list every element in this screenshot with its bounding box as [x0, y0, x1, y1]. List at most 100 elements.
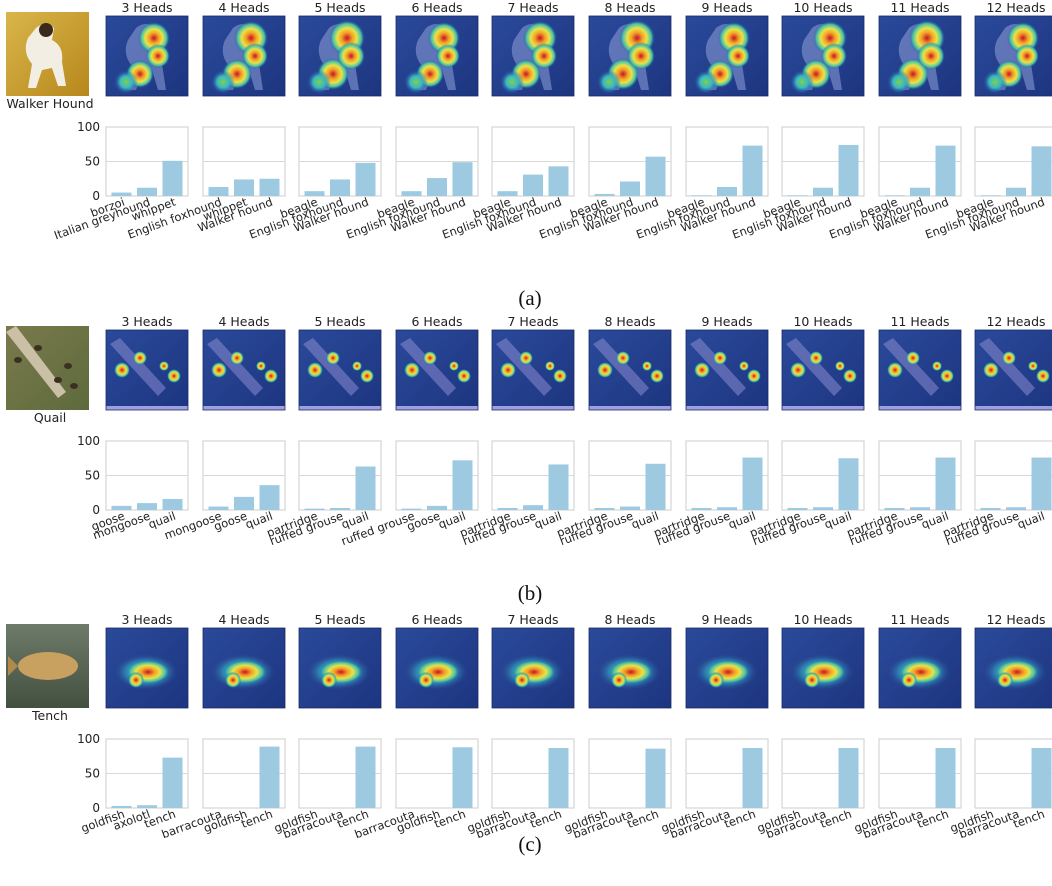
heat-spot: [983, 362, 999, 378]
bar: [111, 192, 132, 196]
heatmap-frame: [685, 627, 769, 709]
head-title: 6 Heads: [411, 0, 462, 15]
bar: [523, 505, 543, 510]
bar: [355, 746, 376, 808]
heat-spot: [739, 361, 749, 371]
heat-blob: [694, 70, 718, 94]
bar: [1031, 146, 1052, 196]
heat-blob: [597, 70, 621, 94]
dog-head: [39, 23, 53, 37]
heatmap-frame: [298, 627, 382, 709]
heat-spot: [326, 351, 340, 365]
heatmap-frame: [781, 627, 865, 709]
bar: [1031, 457, 1052, 510]
x-tick-label: quail: [1015, 509, 1046, 532]
head-title: 11 Heads: [890, 0, 949, 15]
heat-spot: [256, 361, 266, 371]
bar: [259, 746, 280, 808]
bar: [838, 747, 859, 808]
heat-blob: [146, 44, 170, 68]
head-title: 8 Heads: [604, 314, 655, 329]
heatmap-frame: [781, 15, 865, 97]
bar: [234, 496, 254, 510]
heat-blob: [983, 70, 1007, 94]
heat-blob: [114, 70, 138, 94]
heat-blob: [500, 70, 524, 94]
bar: [742, 457, 763, 510]
head-title: 4 Heads: [218, 612, 269, 627]
head-title: 11 Heads: [890, 612, 949, 627]
bar: [980, 195, 1001, 196]
heat-spot: [230, 351, 244, 365]
heatmap-frame: [491, 627, 575, 709]
heat-spot: [616, 351, 630, 365]
bar: [427, 505, 447, 510]
panel-caption: (a): [518, 286, 541, 310]
heat-blob: [627, 42, 655, 70]
bar: [884, 507, 905, 510]
heatmap-frame: [588, 329, 672, 411]
heatmap-frame: [974, 15, 1052, 97]
quail-bird: [70, 383, 78, 389]
head-title: 6 Heads: [411, 612, 462, 627]
bar: [717, 187, 737, 196]
heat-spot: [159, 361, 169, 371]
heat-spot: [211, 362, 227, 378]
bar: [111, 805, 132, 808]
heat-spot: [790, 362, 806, 378]
head-title: 7 Heads: [507, 314, 558, 329]
heat-blob: [307, 70, 331, 94]
bar: [742, 145, 763, 196]
bar: [935, 457, 956, 510]
image-border-strip: [782, 406, 864, 410]
heat-spot: [597, 362, 613, 378]
heatmap-frame: [298, 15, 382, 97]
bar: [401, 191, 422, 196]
heat-spot: [1002, 351, 1016, 365]
heat-blob: [531, 43, 557, 69]
bar: [162, 757, 183, 808]
bar: [1006, 187, 1026, 196]
bar: [137, 503, 157, 510]
heatmap-frame: [878, 627, 962, 709]
head-title: 11 Heads: [890, 314, 949, 329]
head-title: 10 Heads: [793, 0, 852, 15]
bar: [330, 507, 350, 510]
heatmap-frame: [685, 329, 769, 411]
bar: [1031, 747, 1052, 808]
bar: [787, 507, 808, 510]
heat-blob: [821, 43, 847, 69]
heat-spot: [545, 361, 555, 371]
image-border-strip: [299, 406, 381, 410]
bar: [645, 463, 666, 510]
bar: [717, 507, 737, 510]
y-tick-label: 100: [77, 120, 100, 134]
bar: [330, 179, 350, 196]
image-border-strip: [106, 406, 188, 410]
bar: [645, 748, 666, 808]
heat-blob: [225, 672, 241, 688]
heat-spot: [887, 362, 903, 378]
bar: [162, 498, 183, 510]
heat-blob: [514, 672, 530, 688]
heat-spot: [642, 361, 652, 371]
bar: [208, 506, 229, 510]
bar: [137, 805, 157, 808]
bar: [208, 187, 229, 196]
heatmap-frame: [781, 329, 865, 411]
heatmap-frame: [395, 329, 479, 411]
bar: [523, 174, 543, 196]
bar: [813, 187, 833, 196]
heat-spot: [500, 362, 516, 378]
bar: [234, 179, 254, 196]
